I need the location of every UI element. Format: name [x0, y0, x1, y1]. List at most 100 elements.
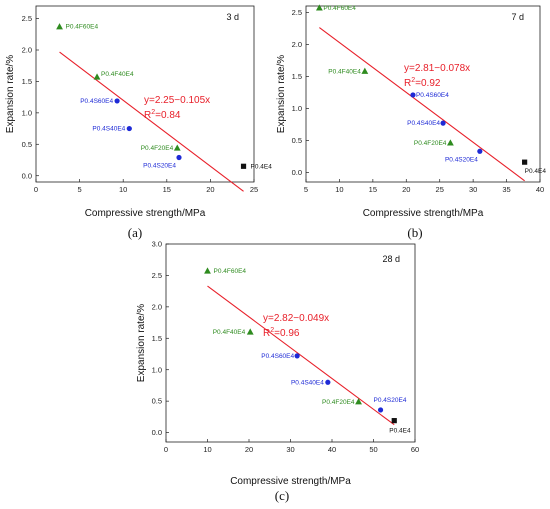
chart-panel-b: 5 10 15 20 25 30 35 40 0.0 0.5 1.0 1.5 2.0 2.5 Compres… — [276, 4, 546, 240]
data-label: P0.4S60E4 — [416, 92, 449, 99]
y-tick-label: 2.5 — [22, 14, 32, 23]
y-tick-label: 2.5 — [292, 8, 302, 17]
data-point-triangle — [204, 267, 211, 274]
x-tick-label: 25 — [250, 185, 258, 194]
x-axis-title: Compressive strength/MPa — [363, 208, 484, 219]
data-point-circle — [325, 379, 331, 385]
y-tick-label: 0.0 — [292, 168, 302, 177]
data-label: P0.4F20E4 — [141, 145, 174, 152]
x-tick-label: 40 — [328, 445, 336, 454]
y-axis-title: Expansion rate/% — [136, 304, 147, 382]
x-tick-label: 30 — [469, 185, 477, 194]
data-label: P0.4S60E4 — [80, 98, 113, 105]
data-point-circle — [440, 120, 446, 126]
y-tick-label: 2.0 — [152, 302, 162, 311]
fit-equation: y=2.82−0.049x — [263, 313, 329, 324]
age-label: 3 d — [226, 12, 239, 22]
data-label: P0.4S40E4 — [291, 379, 324, 386]
x-axis-title: Compressive strength/MPa — [230, 476, 351, 487]
fit-line — [319, 27, 525, 182]
x-axis-title: Compressive strength/MPa — [85, 208, 206, 219]
x-tick-label: 20 — [245, 445, 253, 454]
x-tick-label: 0 — [164, 445, 168, 454]
data-point-triangle — [355, 398, 362, 405]
data-point-triangle — [56, 23, 63, 30]
data-label: P0.4E4 — [525, 168, 547, 175]
data-label: P0.4F60E4 — [214, 268, 247, 275]
y-tick-label: 1.0 — [292, 104, 302, 113]
data-label: P0.4F60E4 — [323, 5, 356, 12]
data-label: P0.4S40E4 — [407, 120, 440, 127]
x-tick-label: 15 — [163, 185, 171, 194]
panel-caption: (a) — [128, 225, 142, 240]
panel-caption: (b) — [407, 225, 422, 240]
data-label: P0.4S40E4 — [92, 126, 125, 133]
data-point-circle — [294, 353, 300, 359]
data-label: P0.4F20E4 — [414, 140, 447, 147]
y-axis-title: Expansion rate/% — [5, 55, 16, 133]
data-point-circle — [126, 125, 132, 132]
data-label: P0.4F40E4 — [101, 71, 134, 78]
data-label: P0.4E4 — [251, 163, 273, 170]
age-label: 28 d — [382, 254, 400, 264]
y-tick-label: 3.0 — [152, 240, 162, 249]
x-tick-label: 35 — [502, 185, 510, 194]
data-label: P0.4F40E4 — [328, 68, 361, 75]
y-tick-label: 0.5 — [292, 136, 302, 145]
x-tick-label: 20 — [402, 185, 410, 194]
data-point-square — [522, 159, 528, 165]
data-point-circle — [114, 98, 120, 104]
x-tick-label: 10 — [119, 185, 127, 194]
data-label: P0.4S60E4 — [261, 353, 294, 360]
data-point-square — [240, 163, 247, 169]
data-label: P0.4F20E4 — [322, 399, 355, 406]
y-tick-label: 1.5 — [22, 77, 32, 86]
plot-frame — [305, 5, 541, 183]
fit-equation: y=2.25−0.105x — [144, 95, 210, 106]
chart-panel-a: 0 5 10 15 20 25 0.0 0.5 1.0 1.5 2.0 2.5 Compressive … — [5, 5, 273, 240]
data-label: P0.4E4 — [389, 428, 411, 435]
x-tick-label: 10 — [203, 445, 211, 454]
y-tick-label: 2.0 — [292, 40, 302, 49]
panel-caption: (c) — [275, 488, 289, 503]
data-point-triangle — [315, 4, 323, 11]
y-tick-label: 0.5 — [152, 397, 162, 406]
data-point-circle — [176, 154, 182, 161]
y-tick-label: 2.0 — [22, 46, 32, 55]
data-point-circle — [477, 148, 483, 154]
data-label: P0.4S20E4 — [374, 397, 407, 404]
fit-line — [207, 285, 395, 426]
data-point-triangle — [447, 139, 454, 146]
y-tick-label: 1.5 — [292, 72, 302, 81]
x-tick-label: 25 — [436, 185, 444, 194]
y-tick-label: 2.5 — [152, 271, 162, 280]
x-tick-label: 40 — [536, 185, 544, 194]
x-tick-label: 5 — [304, 185, 308, 194]
data-label: P0.4S20E4 — [445, 156, 478, 163]
fit-r2: R2=0.84 — [144, 109, 181, 121]
age-label: 7 d — [511, 12, 524, 22]
x-tick-label: 30 — [286, 445, 294, 454]
plot-frame — [35, 5, 255, 183]
fit-line — [59, 51, 244, 192]
x-tick-label: 60 — [411, 445, 419, 454]
x-tick-label: 10 — [335, 185, 343, 194]
x-tick-label: 50 — [369, 445, 377, 454]
data-point-circle — [377, 407, 384, 413]
fit-equation: y=2.81−0.078x — [404, 63, 470, 74]
y-tick-label: 1.5 — [152, 334, 162, 343]
data-point-triangle — [93, 73, 101, 80]
data-label: P0.4F60E4 — [66, 24, 99, 31]
data-point-square — [391, 418, 397, 424]
data-label: P0.4S20E4 — [143, 162, 176, 169]
x-tick-label: 15 — [369, 185, 377, 194]
y-axis-title: Expansion rate/% — [276, 55, 287, 133]
x-tick-label: 0 — [34, 185, 38, 194]
data-point-triangle — [246, 328, 254, 335]
x-tick-label: 20 — [206, 185, 214, 194]
data-label: P0.4F40E4 — [213, 329, 246, 336]
y-tick-label: 0.0 — [22, 171, 32, 180]
data-point-triangle — [361, 67, 369, 74]
fit-r2: R2=0.92 — [404, 77, 441, 89]
